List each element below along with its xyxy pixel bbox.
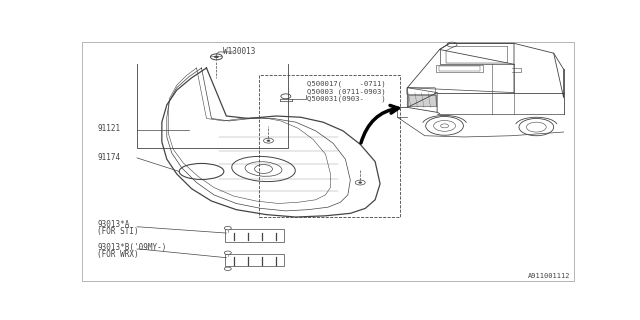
- Circle shape: [426, 116, 463, 135]
- Circle shape: [355, 180, 365, 185]
- FancyBboxPatch shape: [225, 253, 284, 266]
- Text: A911001112: A911001112: [527, 273, 570, 279]
- Circle shape: [440, 124, 449, 128]
- Text: 91121: 91121: [97, 124, 120, 133]
- Text: (FOR STI): (FOR STI): [97, 227, 139, 236]
- Circle shape: [281, 94, 291, 99]
- FancyBboxPatch shape: [436, 65, 483, 72]
- Text: Q50003 (0711-0903): Q50003 (0711-0903): [307, 88, 386, 95]
- Circle shape: [214, 56, 218, 58]
- FancyBboxPatch shape: [225, 229, 284, 242]
- Text: Q500017(    -0711): Q500017( -0711): [307, 81, 386, 87]
- Circle shape: [267, 140, 270, 141]
- Text: W130013: W130013: [223, 47, 255, 56]
- Circle shape: [526, 122, 546, 132]
- FancyBboxPatch shape: [408, 95, 436, 107]
- Text: 93013*B('09MY-): 93013*B('09MY-): [97, 243, 167, 252]
- Text: 93013*A: 93013*A: [97, 220, 130, 229]
- Text: (FOR WRX): (FOR WRX): [97, 250, 139, 259]
- Ellipse shape: [179, 164, 224, 180]
- FancyBboxPatch shape: [439, 66, 480, 71]
- Circle shape: [264, 138, 273, 143]
- Circle shape: [225, 267, 231, 270]
- Circle shape: [211, 54, 222, 60]
- Text: 91174: 91174: [97, 153, 120, 163]
- Circle shape: [225, 251, 231, 254]
- Circle shape: [434, 120, 456, 131]
- Bar: [259, 75, 400, 217]
- FancyBboxPatch shape: [407, 88, 436, 95]
- Text: Q500031(0903-    ): Q500031(0903- ): [307, 95, 386, 102]
- Circle shape: [225, 227, 231, 230]
- Circle shape: [447, 42, 457, 47]
- Circle shape: [519, 118, 554, 136]
- Circle shape: [359, 182, 362, 183]
